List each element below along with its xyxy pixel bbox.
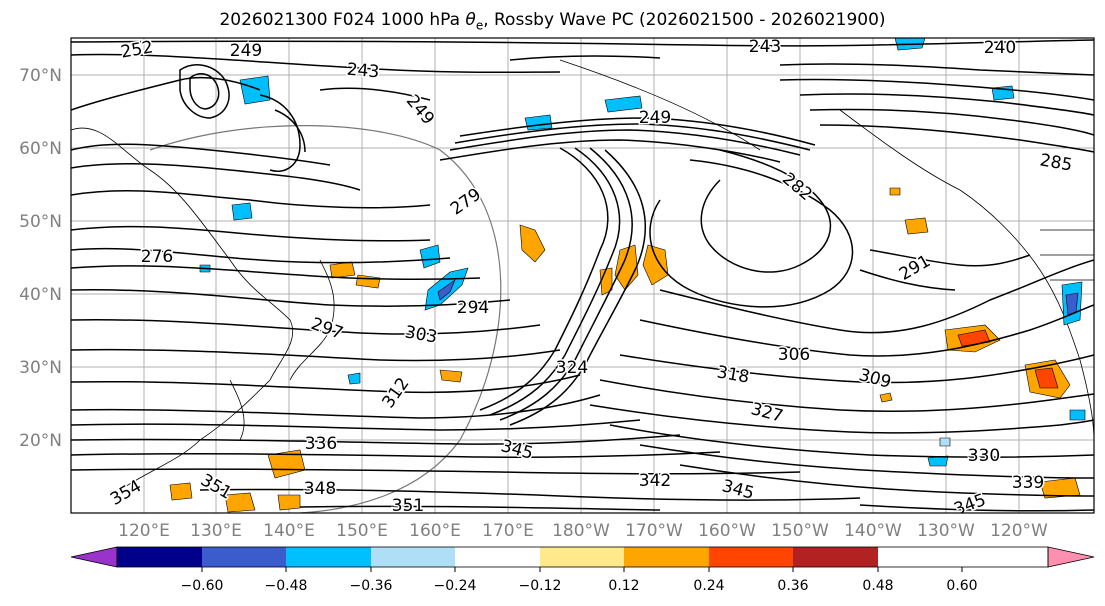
- lon-label: 140°E: [263, 521, 315, 541]
- colorbar-ticks: [201, 567, 963, 572]
- lon-label: 130°E: [190, 521, 242, 541]
- colorbar-segment: [286, 547, 371, 567]
- lat-label: 50°N: [19, 212, 62, 232]
- contour-label: 285: [1038, 150, 1073, 175]
- lat-label: 20°N: [19, 431, 62, 451]
- lat-label: 70°N: [19, 66, 62, 86]
- lat-label: 30°N: [19, 358, 62, 378]
- colorbar-tick-label: 0.48: [862, 578, 893, 594]
- colorbar-tick-label: 0.36: [777, 578, 808, 594]
- map-frame: [70, 37, 1095, 514]
- contour-label: 243: [749, 37, 781, 57]
- colorbar-segment: [455, 547, 540, 567]
- colorbar-max-extend: [1047, 546, 1095, 568]
- lon-label: 160°W: [698, 521, 756, 541]
- lat-label: 40°N: [19, 285, 62, 305]
- contour-label: 243: [346, 60, 380, 83]
- colorbar-segment: [202, 547, 286, 567]
- colorbar-tick-label: 0.60: [946, 578, 977, 594]
- contour-label: 240: [984, 38, 1016, 58]
- lat-label: 60°N: [19, 139, 62, 159]
- colorbar-segment: [117, 547, 202, 567]
- contour-label: 336: [305, 434, 337, 454]
- colorbar-tick-label: −0.48: [265, 578, 308, 594]
- colorbar-tick-label: 0.24: [693, 578, 724, 594]
- theta-e-contours: [71, 39, 1094, 512]
- colorbar-tick-label: −0.60: [181, 578, 224, 594]
- contour-label: 249: [230, 41, 262, 61]
- latitude-labels: 70°N 60°N 50°N 40°N 30°N 20°N: [19, 66, 62, 451]
- contour-label: 276: [141, 247, 173, 267]
- lon-label: 150°W: [771, 521, 829, 541]
- colorbar-min-extend: [70, 546, 118, 568]
- figure-title: 2026021300 F024 1000 hPa θe, Rossby Wave…: [219, 10, 886, 33]
- lon-label: 130°W: [917, 521, 975, 541]
- contour-label: 249: [639, 108, 671, 128]
- lon-label: 120°E: [118, 521, 170, 541]
- colorbar-segment: [709, 547, 793, 567]
- contour-label: 348: [304, 479, 336, 499]
- colorbar-segment: [540, 547, 624, 567]
- contour-label: 351: [392, 496, 424, 516]
- colorbar-tick-label: −0.24: [434, 578, 477, 594]
- great-circle-arc: [149, 125, 502, 513]
- colorbar: −0.60 −0.48 −0.36 −0.24 −0.12 0.12 0.24 …: [70, 546, 1095, 594]
- colorbar-frame: [116, 546, 1049, 568]
- contour-label: 342: [639, 471, 671, 491]
- contour-label: 339: [1012, 473, 1044, 493]
- lon-label: 180°W: [552, 521, 610, 541]
- colorbar-tick-label: −0.36: [350, 578, 393, 594]
- lon-label: 150°E: [336, 521, 388, 541]
- contour-label: 306: [778, 345, 810, 365]
- lon-label: 120°W: [990, 521, 1048, 541]
- longitude-labels: 120°E 130°E 140°E 150°E 160°E 170°E 180°…: [118, 521, 1048, 541]
- contour-label: 294: [457, 298, 489, 318]
- colorbar-segment: [793, 547, 878, 567]
- contour-label: 324: [556, 358, 588, 378]
- gridlines: [71, 38, 1094, 513]
- contour-label: 330: [968, 446, 1000, 466]
- colorbar-tick-label: 0.12: [608, 578, 639, 594]
- lon-label: 170°E: [482, 521, 534, 541]
- colorbar-tick-label: −0.12: [519, 578, 562, 594]
- lon-label: 140°W: [844, 521, 902, 541]
- colorbar-segment: [371, 547, 455, 567]
- lon-label: 160°E: [409, 521, 461, 541]
- lon-label: 170°W: [625, 521, 683, 541]
- colorbar-segment: [624, 547, 709, 567]
- pc-shading: [169, 38, 1086, 513]
